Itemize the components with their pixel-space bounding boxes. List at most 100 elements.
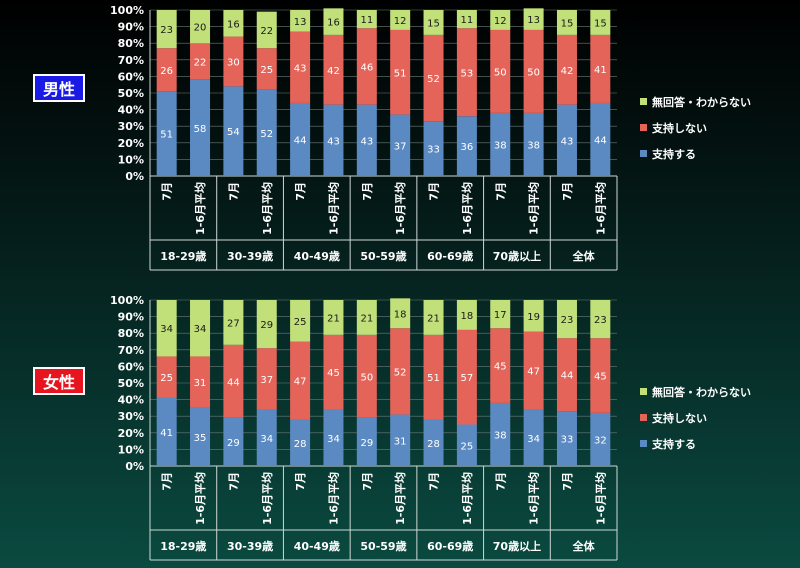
male-bar-not-support xyxy=(590,34,611,103)
male-group-label: 50-59歳 xyxy=(360,249,406,263)
female-data-label: 27 xyxy=(227,318,240,329)
female-data-label: 45 xyxy=(327,368,340,379)
female-legend-label: 支持する xyxy=(651,437,696,451)
female-data-label: 35 xyxy=(194,433,207,444)
female-xtick-label: 1-6月平均 xyxy=(193,472,207,525)
female-ytick-label: 10% xyxy=(118,443,144,456)
male-data-label: 54 xyxy=(227,127,240,138)
male-chart: 0% 10% 20% 30% 40% 50% 60% 70% 80% 90% 100% 51 26 23 5… xyxy=(110,4,751,271)
male-bar-not-support xyxy=(356,28,377,105)
female-data-label: 44 xyxy=(561,371,574,382)
female-bar-support xyxy=(156,397,177,466)
female-bar-not-support xyxy=(256,348,277,410)
female-ytick-label: 90% xyxy=(118,311,144,324)
male-data-label: 43 xyxy=(561,136,574,147)
male-bar-dont-know xyxy=(423,10,444,35)
female-group-label: 18-29歳 xyxy=(160,539,206,553)
male-data-label: 44 xyxy=(594,135,607,146)
female-data-label: 57 xyxy=(461,373,474,384)
female-xtick-label: 7月 xyxy=(361,472,374,491)
male-bar-support xyxy=(390,114,411,176)
female-legend-swatch xyxy=(640,388,647,395)
female-bar-dont-know xyxy=(323,300,344,335)
female-data-label: 21 xyxy=(360,313,373,324)
female-data-label: 28 xyxy=(294,439,307,450)
male-bar-support xyxy=(590,102,611,176)
male-bar-support xyxy=(356,104,377,176)
female-bar-not-support xyxy=(590,338,611,413)
male-bar-dont-know xyxy=(390,10,411,30)
male-group-label: 30-39歳 xyxy=(227,249,273,263)
female-xtick-label: 1-6月平均 xyxy=(260,472,274,525)
male-data-label: 15 xyxy=(561,18,574,29)
male-bar-not-support xyxy=(323,34,344,105)
female-bar-not-support xyxy=(356,334,377,418)
female-data-label: 47 xyxy=(294,377,307,388)
male-bar-dont-know xyxy=(490,10,511,30)
female-data-label: 38 xyxy=(494,430,507,441)
female-bar-not-support xyxy=(190,356,211,408)
female-data-label: 25 xyxy=(294,317,307,328)
female-data-label: 45 xyxy=(494,362,507,373)
female-bar-support xyxy=(390,414,411,466)
male-xtick-label: 7月 xyxy=(494,182,507,201)
female-bar-dont-know xyxy=(456,300,477,330)
female-bar-not-support xyxy=(423,334,444,420)
female-group-label: 60-69歳 xyxy=(427,539,473,553)
female-data-label: 23 xyxy=(594,315,607,326)
male-ytick-label: 70% xyxy=(118,54,144,67)
female-data-label: 19 xyxy=(527,312,540,323)
male-data-label: 53 xyxy=(461,68,474,79)
female-bar-support xyxy=(456,424,477,466)
female-data-label: 32 xyxy=(594,435,607,446)
female-data-label: 47 xyxy=(527,367,540,378)
female-data-label: 29 xyxy=(227,438,240,449)
male-data-label: 12 xyxy=(494,16,507,27)
female-bar-dont-know xyxy=(423,300,444,335)
male-data-label: 13 xyxy=(294,17,307,28)
female-group-label: 全体 xyxy=(572,539,596,553)
male-bar-support xyxy=(423,121,444,176)
female-xtick-label: 1-6月平均 xyxy=(393,472,407,525)
female-bar-not-support xyxy=(323,334,344,410)
female-data-label: 21 xyxy=(327,313,340,324)
male-xtick-label: 1-6月平均 xyxy=(393,182,407,235)
male-data-label: 30 xyxy=(227,57,240,68)
male-bar-not-support xyxy=(556,34,577,105)
female-xtick-label: 7月 xyxy=(561,472,574,491)
male-data-label: 42 xyxy=(327,66,340,77)
male-xtick-label: 7月 xyxy=(161,182,174,201)
female-data-label: 18 xyxy=(394,309,407,320)
male-data-label: 52 xyxy=(427,74,440,85)
female-bar-not-support xyxy=(523,331,544,410)
female-legend-swatch xyxy=(640,440,647,447)
male-xtick-label: 1-6月平均 xyxy=(326,182,340,235)
male-bar-support xyxy=(456,116,477,176)
female-bar-not-support xyxy=(390,328,411,415)
male-bar-support xyxy=(490,112,511,176)
male-xtick-label: 1-6月平均 xyxy=(593,182,607,235)
female-group-label: 40-49歳 xyxy=(294,539,340,553)
female-data-label: 25 xyxy=(461,441,474,452)
female-bar-support xyxy=(323,409,344,466)
female-xtick-label: 7月 xyxy=(428,472,441,491)
male-data-label: 22 xyxy=(260,26,273,37)
male-ytick-label: 60% xyxy=(118,70,144,83)
female-bar-not-support xyxy=(490,328,511,403)
female-bar-dont-know xyxy=(356,300,377,335)
male-group-label: 60-69歳 xyxy=(427,249,473,263)
male-group-label: 70歳以上 xyxy=(493,249,541,263)
female-bar-not-support xyxy=(156,356,177,398)
male-bar-support xyxy=(256,89,277,176)
male-data-label: 37 xyxy=(394,141,407,152)
female-data-label: 29 xyxy=(360,438,373,449)
female-data-label: 18 xyxy=(461,311,474,322)
female-xtick-label: 1-6月平均 xyxy=(527,472,541,525)
female-xtick-label: 1-6月平均 xyxy=(326,472,340,525)
male-bar-dont-know xyxy=(223,10,244,37)
male-data-label: 15 xyxy=(427,18,440,29)
female-xtick-label: 7月 xyxy=(494,472,507,491)
male-group-label: 40-49歳 xyxy=(294,249,340,263)
female-badge: 女性 xyxy=(33,367,85,395)
male-bar-dont-know xyxy=(456,10,477,29)
